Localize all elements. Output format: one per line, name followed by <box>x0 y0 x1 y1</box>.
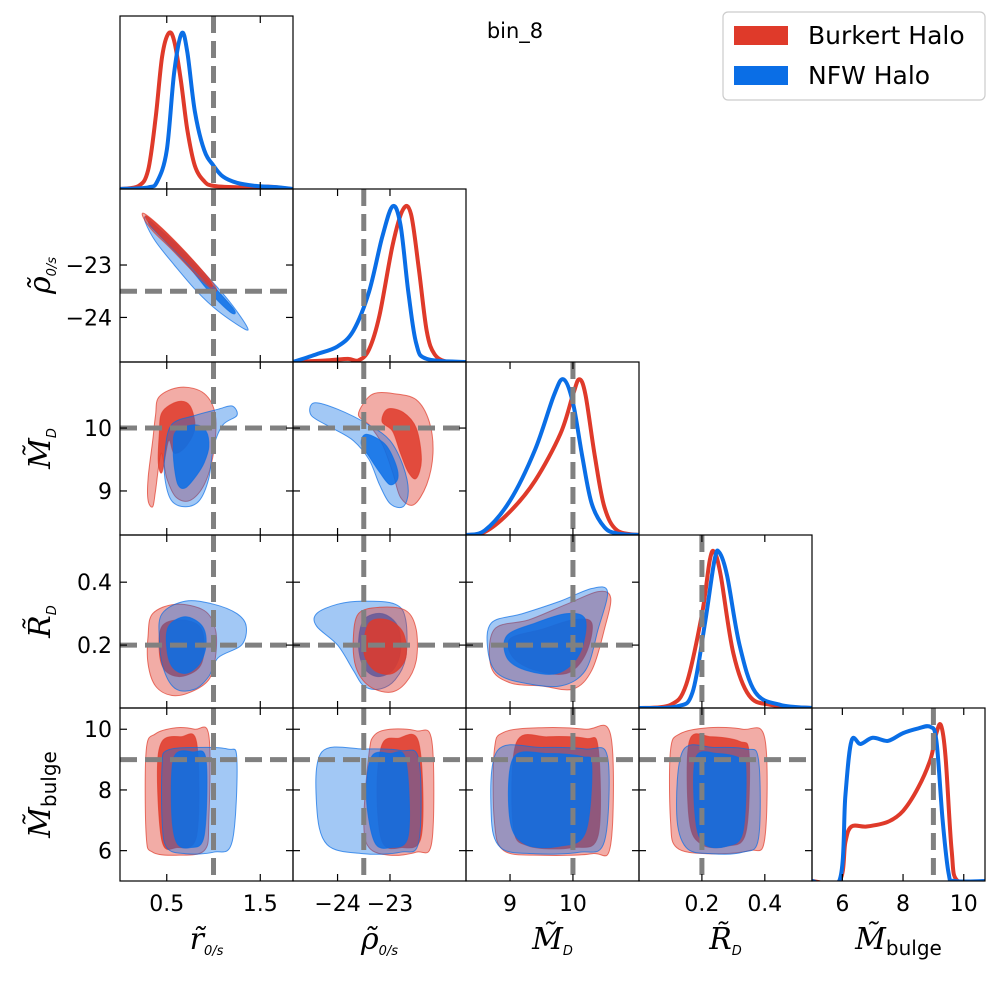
panel-Mbulge-vs-RD <box>638 707 813 882</box>
contour-burkert-68 <box>144 215 213 288</box>
legend-frame <box>722 11 986 101</box>
legend-label-burkert: Burkert Halo <box>808 21 965 50</box>
contour-nfw-68 <box>365 751 411 849</box>
y-tick-label-MD: 9 <box>98 480 112 505</box>
marginal-nfw-MD <box>466 377 639 535</box>
marginal-nfw-r0s <box>120 30 293 189</box>
panel-Mbulge-vs-r0s <box>119 707 294 882</box>
panel-rho0s-vs-r0s <box>119 188 294 363</box>
legend: Burkert Halo NFW Halo <box>722 11 986 101</box>
panel-frame <box>811 707 986 882</box>
y-tick-label-Mbulge: 10 <box>84 718 112 743</box>
marginal-burkert-Mbulge <box>812 722 985 881</box>
marginal-burkert-r0s <box>120 30 293 189</box>
x-axis-label-MD: M̃D <box>531 922 573 959</box>
y-axis-label-MD: M̃D <box>23 428 60 470</box>
panel-Mbulge-vs-Mbulge <box>811 707 986 882</box>
legend-swatch-burkert <box>734 26 788 45</box>
y-tick-label-Mbulge: 6 <box>98 840 112 865</box>
y-tick-label-Mbulge: 8 <box>98 779 112 804</box>
marginal-nfw-rho0s <box>293 203 466 362</box>
y-tick-label-rho0s: −24 <box>66 306 112 331</box>
y-tick-label-rho0s: −23 <box>66 254 112 279</box>
legend-swatch-nfw <box>734 66 788 85</box>
panel-RD-vs-RD <box>638 534 813 709</box>
panel-content <box>293 362 466 535</box>
panel-content <box>120 362 293 535</box>
contour-nfw-68 <box>170 750 208 849</box>
panel-RD-vs-r0s <box>119 534 294 709</box>
marginal-burkert-rho0s <box>293 204 466 362</box>
x-tick-label-r0s: 1.5 <box>243 892 278 917</box>
panel-content <box>639 535 812 708</box>
x-tick-label-rho0s: −24 <box>314 892 360 917</box>
panel-content <box>466 362 639 535</box>
chart-title: bin_8 <box>487 19 543 44</box>
panel-content <box>293 535 466 708</box>
panel-content <box>466 708 639 881</box>
panel-Mbulge-vs-MD <box>465 707 640 882</box>
x-axis-label-r0s: r̃0/s <box>190 922 224 959</box>
panel-content <box>293 189 466 362</box>
panel-MD-vs-rho0s <box>292 361 467 536</box>
x-tick-label-MD: 9 <box>503 892 517 917</box>
contour-nfw-68 <box>693 751 747 849</box>
panel-frame <box>638 534 813 709</box>
panel-content <box>293 708 466 881</box>
y-tick-label-RD: 0.2 <box>77 634 112 659</box>
panel-content <box>639 708 812 881</box>
x-axis-label-Mbulge: M̃bulge <box>854 922 942 960</box>
x-tick-label-r0s: 0.5 <box>149 892 184 917</box>
marginal-burkert-MD <box>466 377 639 535</box>
panel-frame <box>292 188 467 363</box>
panels-layer <box>119 15 986 882</box>
panel-content <box>120 189 293 362</box>
panel-MD-vs-MD <box>465 361 640 536</box>
x-axis-label-rho0s: ρ̃0/s <box>360 922 398 959</box>
x-tick-label-rho0s: −23 <box>367 892 413 917</box>
x-tick-label-Mbulge: 6 <box>835 892 849 917</box>
panel-MD-vs-r0s <box>119 361 294 536</box>
panel-RD-vs-rho0s <box>292 534 467 709</box>
marginal-nfw-Mbulge <box>812 724 985 881</box>
contour-nfw-68 <box>507 751 593 849</box>
x-tick-label-Mbulge: 8 <box>896 892 910 917</box>
y-axis-label-Mbulge: M̃bulge <box>23 751 61 839</box>
marginal-nfw-RD <box>639 548 812 708</box>
panel-RD-vs-MD <box>465 534 640 709</box>
y-axis-label-RD: R̃D <box>23 605 60 639</box>
y-axis-label-rho0s: ρ̃0/s <box>23 257 60 295</box>
x-axis-label-RD: R̃D <box>708 922 742 959</box>
panel-content <box>120 708 293 881</box>
panel-r0s-vs-r0s <box>119 15 294 190</box>
contour-burkert-68 <box>381 408 422 480</box>
panel-content <box>466 535 639 708</box>
legend-label-nfw: NFW Halo <box>808 61 930 90</box>
panel-frame <box>119 15 294 190</box>
panel-content <box>812 708 985 881</box>
panel-rho0s-vs-rho0s <box>292 188 467 363</box>
x-tick-label-MD: 10 <box>559 892 587 917</box>
y-tick-label-MD: 10 <box>84 417 112 442</box>
x-tick-label-Mbulge: 10 <box>950 892 978 917</box>
x-tick-label-RD: 0.4 <box>747 892 782 917</box>
panel-content <box>120 535 293 708</box>
panel-Mbulge-vs-rho0s <box>292 707 467 882</box>
x-tick-label-RD: 0.2 <box>684 892 719 917</box>
y-tick-label-RD: 0.4 <box>77 571 112 596</box>
labels-layer: 0.5 1.5r̃0/s−24 −23ρ̃0/s9 10M̃D0.2 0.4R̃D6 8 1… <box>23 254 978 960</box>
contour-burkert-68 <box>363 618 407 675</box>
panel-content <box>120 16 293 189</box>
